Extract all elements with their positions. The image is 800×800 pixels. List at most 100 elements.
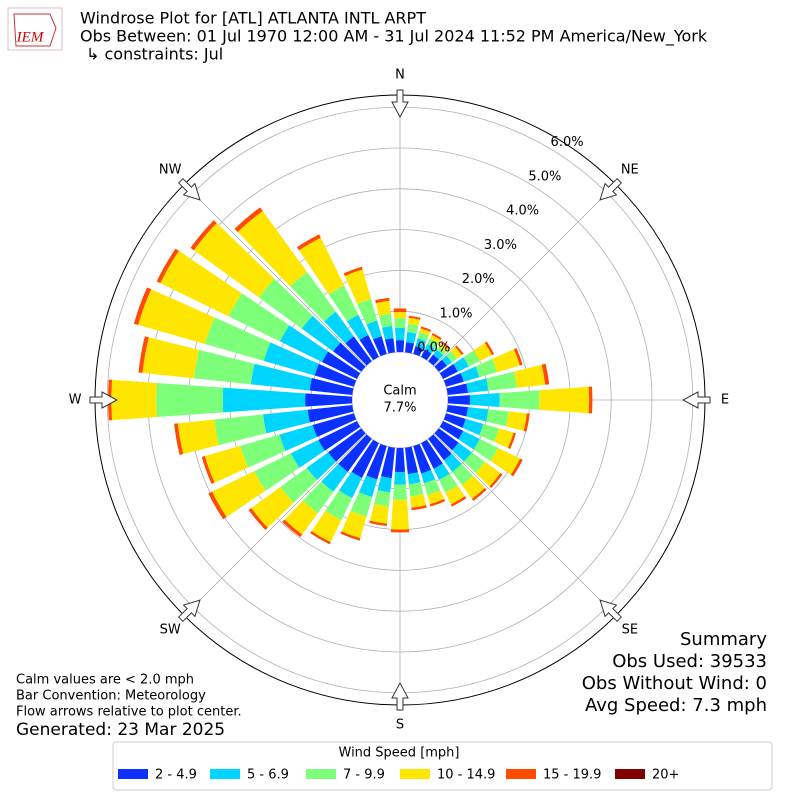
bar-segment: [428, 354, 440, 366]
bar-segment: [381, 325, 394, 340]
bar-segment: [290, 439, 325, 468]
bar-segment: [507, 432, 516, 450]
bar-segment: [160, 250, 242, 317]
compass-label: W: [69, 393, 82, 408]
logo-frame: [7, 7, 63, 51]
bar-segment: [357, 298, 378, 325]
radial-grid-line: [184, 184, 401, 401]
bar-segment: [309, 378, 354, 395]
legend-swatch: [210, 769, 240, 779]
bar-segment: [333, 342, 366, 372]
bar-segment: [407, 472, 421, 485]
bar-segment: [421, 469, 436, 484]
bar-segment: [420, 326, 432, 332]
bar-segment: [453, 357, 469, 372]
radial-grid-line: [184, 399, 401, 616]
bar-segment: [328, 285, 359, 322]
bar-segment: [338, 434, 372, 472]
bar-segment: [373, 336, 387, 357]
bar-segment: [312, 413, 357, 437]
flow-arrow-shape: [177, 177, 201, 201]
bar-segment: [441, 341, 451, 350]
bar-segment: [201, 455, 215, 484]
generated: Generated: 23 Mar 2025: [16, 720, 225, 740]
bar-segment: [408, 482, 424, 497]
bar-segment: [479, 423, 500, 442]
bar-segment: [450, 496, 467, 507]
summary-line: Obs Used: 39533: [612, 651, 767, 672]
bar-segment: [380, 446, 395, 479]
legend-swatch: [400, 769, 430, 779]
plot-area: Calm 7.7% 0.0% 1.0% 2.0% 3.0% 4.0% 5.0% 6.0% N NE E…: [69, 68, 730, 733]
compass-label: SW: [160, 622, 181, 637]
bar-segment: [415, 338, 427, 349]
bar-segment: [405, 446, 419, 475]
bar-segment: [212, 471, 266, 517]
flow-arrow: [177, 599, 201, 623]
bar-segment: [419, 328, 431, 336]
bar-segment: [369, 503, 389, 524]
bar-segment: [395, 340, 405, 353]
bar-segment: [258, 278, 313, 329]
flow-arrow: [681, 391, 711, 409]
bar-segment: [513, 348, 523, 366]
flow-arrow-shape: [391, 681, 409, 711]
summary-title: Summary: [680, 629, 767, 650]
bar-segment: [394, 327, 406, 341]
flow-arrow-shape: [177, 599, 201, 623]
bar-segment: [279, 425, 318, 452]
bar-segment: [324, 311, 354, 344]
bar-segment: [394, 318, 406, 329]
bar-segment: [237, 211, 308, 287]
bar-segment: [375, 300, 391, 316]
bar-segment: [452, 463, 474, 486]
bar-segment: [461, 475, 485, 499]
flow-arrow-shape: [599, 599, 623, 623]
compass-label: SE: [622, 622, 638, 637]
bar-segment: [458, 430, 480, 450]
flow-arrow: [391, 89, 409, 119]
bar-segment: [307, 405, 354, 423]
bar-segment: [469, 393, 500, 407]
bar-segment: [489, 473, 503, 489]
bar-segment: [406, 331, 417, 344]
constraints: ↳ constraints: Jul: [86, 45, 223, 64]
bar-segment: [142, 337, 200, 379]
logo-text: IEM: [16, 29, 45, 45]
bar-segment: [446, 405, 469, 417]
bar-segment: [193, 222, 275, 298]
legend-label: 20+: [652, 768, 679, 783]
bar-segment: [513, 364, 546, 388]
bar-segment: [138, 289, 215, 345]
bar-segment: [443, 373, 464, 387]
bar-segment: [254, 453, 300, 491]
bar-segment: [431, 333, 442, 340]
radial-grid-line: [399, 399, 616, 616]
bar-segment: [351, 439, 379, 478]
bar-segment: [413, 443, 432, 474]
bar-segment: [494, 428, 514, 449]
bar-segment: [433, 349, 444, 360]
bar-segment: [234, 207, 263, 232]
calm-label: Calm: [383, 384, 416, 399]
bar-segment: [471, 487, 487, 501]
bar-segment: [366, 443, 387, 480]
bar-segment: [452, 442, 472, 462]
bar-segment: [421, 439, 443, 469]
bar-segment: [407, 323, 419, 334]
bar-segment: [338, 471, 362, 499]
bar-segment: [375, 297, 390, 304]
bar-segment: [429, 334, 441, 344]
bar-segment: [204, 445, 249, 483]
bar-segment: [194, 349, 255, 385]
bar-segment: [174, 423, 184, 455]
flow-arrow-shape: [391, 89, 409, 119]
bar-segment: [393, 312, 407, 319]
bar-segment: [374, 490, 391, 507]
compass-label: NE: [621, 163, 639, 178]
flow-arrow: [391, 681, 409, 711]
bar-segment: [539, 386, 590, 414]
bar-segment: [393, 308, 407, 313]
calm-value: 7.7%: [383, 401, 416, 416]
bar-segment: [447, 395, 471, 405]
